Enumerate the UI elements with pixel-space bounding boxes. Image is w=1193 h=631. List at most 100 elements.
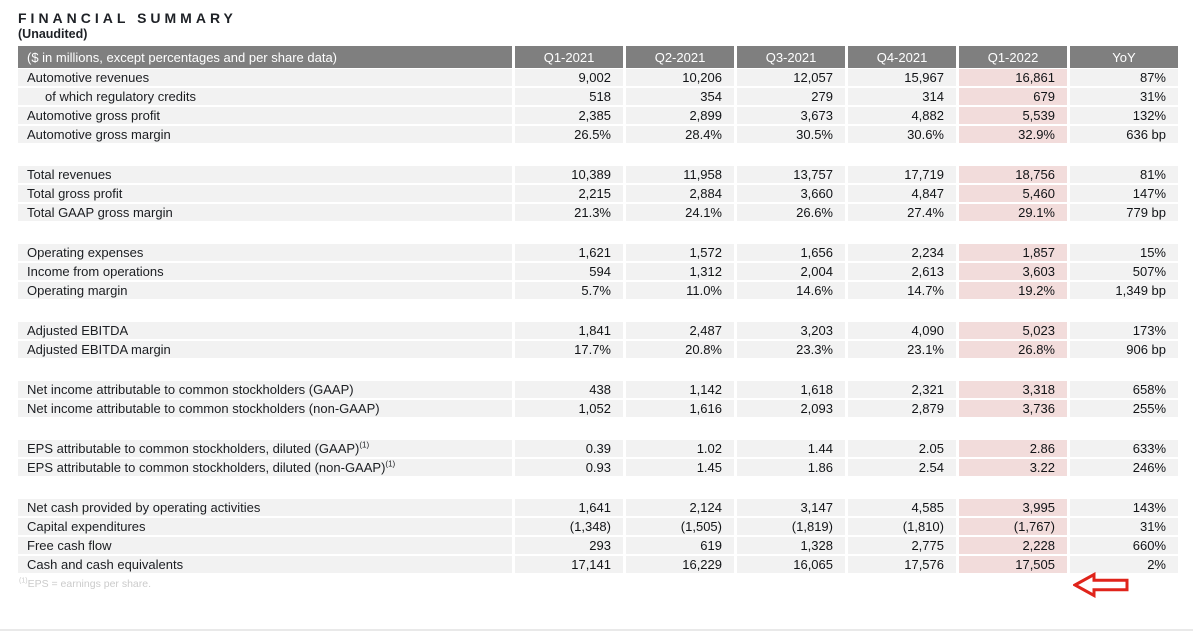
table-cell: 26.8% (956, 341, 1067, 360)
row-label-text: Net income attributable to common stockh… (27, 382, 354, 397)
row-label: Total gross profit (18, 185, 512, 204)
table-cell: 0.93 (512, 459, 623, 478)
row-label-text: of which regulatory credits (45, 89, 197, 104)
table-row: EPS attributable to common stockholders,… (18, 459, 1178, 478)
table-cell: 3,995 (956, 499, 1067, 518)
table-cell: 2,321 (845, 381, 956, 400)
section-gap (18, 223, 1178, 244)
financial-summary-table: ($ in millions, except percentages and p… (18, 46, 1178, 575)
column-header: Q1-2021 (512, 46, 623, 69)
row-label-text: Net cash provided by operating activitie… (27, 500, 261, 515)
table-row: Income from operations 594 1,312 2,004 2,613… (18, 263, 1178, 282)
row-label: EPS attributable to common stockholders,… (18, 459, 512, 478)
table-cell: 2,385 (512, 107, 623, 126)
table-cell: 2,775 (845, 537, 956, 556)
footnote-marker: (1) (385, 459, 396, 469)
table-cell: 2,124 (623, 499, 734, 518)
table-cell: 1,621 (512, 244, 623, 263)
table-cell: 1,616 (623, 400, 734, 419)
table-cell: 1,656 (734, 244, 845, 263)
table-cell: 2,884 (623, 185, 734, 204)
table-cell: 594 (512, 263, 623, 282)
table-row: Net income attributable to common stockh… (18, 381, 1178, 400)
table-cell: 23.1% (845, 341, 956, 360)
row-label-text: Automotive gross profit (27, 108, 160, 123)
column-header: Q1-2022 (956, 46, 1067, 69)
table-cell: 314 (845, 88, 956, 107)
section-gap (18, 419, 1178, 440)
table-cell: 1,841 (512, 322, 623, 341)
table-cell: 23.3% (734, 341, 845, 360)
column-header: Q3-2021 (734, 46, 845, 69)
table-cell: (1,348) (512, 518, 623, 537)
table-cell: 1,641 (512, 499, 623, 518)
table-cell: 16,861 (956, 69, 1067, 88)
footnote: (1)EPS = earnings per share. (18, 578, 1178, 591)
table-cell: 4,090 (845, 322, 956, 341)
table-cell: 1,142 (623, 381, 734, 400)
table-cell: 5,539 (956, 107, 1067, 126)
table-cell: 17,576 (845, 556, 956, 575)
column-header: Q2-2021 (623, 46, 734, 69)
table-cell: 636 bp (1067, 126, 1178, 145)
table-row: Capital expenditures (1,348) (1,505) (1,819… (18, 518, 1178, 537)
table-cell: 2.86 (956, 440, 1067, 459)
row-label-text: Income from operations (27, 264, 164, 279)
table-cell: 10,206 (623, 69, 734, 88)
row-label: Total revenues (18, 166, 512, 185)
table-cell: 15% (1067, 244, 1178, 263)
table-cell: 255% (1067, 400, 1178, 419)
table-cell: 1.86 (734, 459, 845, 478)
page-subtitle: (Unaudited) (18, 27, 88, 41)
table-row: Cash and cash equivalents 17,141 16,229 16,… (18, 556, 1178, 575)
table-header-row: ($ in millions, except percentages and p… (18, 46, 1178, 69)
table-cell: 19.2% (956, 282, 1067, 301)
table-cell: 438 (512, 381, 623, 400)
row-label-text: Operating margin (27, 283, 128, 298)
table-cell: 779 bp (1067, 204, 1178, 223)
row-label-text: Net income attributable to common stockh… (27, 401, 380, 416)
table-cell: 11.0% (623, 282, 734, 301)
table-cell: 354 (623, 88, 734, 107)
table-body: Automotive revenues 9,002 10,206 12,057 15,9… (18, 69, 1178, 575)
table-cell: 1,052 (512, 400, 623, 419)
table-cell: 17,505 (956, 556, 1067, 575)
row-label-text: Cash and cash equivalents (27, 557, 184, 572)
table-cell: 3.22 (956, 459, 1067, 478)
table-cell: 246% (1067, 459, 1178, 478)
table-cell: (1,819) (734, 518, 845, 537)
table-cell: 26.6% (734, 204, 845, 223)
section-gap (18, 301, 1178, 322)
table-row: Total GAAP gross margin 21.3% 24.1% 26.6% 27… (18, 204, 1178, 223)
table-cell: 2.54 (845, 459, 956, 478)
table-cell: 1,312 (623, 263, 734, 282)
table-cell: 293 (512, 537, 623, 556)
table-cell: 3,673 (734, 107, 845, 126)
row-label: Net income attributable to common stockh… (18, 381, 512, 400)
table-cell: 1.02 (623, 440, 734, 459)
table-row: Automotive gross margin 26.5% 28.4% 30.5% 30… (18, 126, 1178, 145)
table-cell: 906 bp (1067, 341, 1178, 360)
table-cell: 13,757 (734, 166, 845, 185)
table-cell: 24.1% (623, 204, 734, 223)
table-header-label: ($ in millions, except percentages and p… (18, 46, 512, 69)
table-cell: 4,847 (845, 185, 956, 204)
table-cell: 14.6% (734, 282, 845, 301)
row-label-text: EPS attributable to common stockholders,… (27, 460, 386, 475)
table-cell: 619 (623, 537, 734, 556)
table-cell: 81% (1067, 166, 1178, 185)
table-cell: 2% (1067, 556, 1178, 575)
table-cell: 2,228 (956, 537, 1067, 556)
row-label: Cash and cash equivalents (18, 556, 512, 575)
table-cell: 279 (734, 88, 845, 107)
row-label: Adjusted EBITDA margin (18, 341, 512, 360)
row-label-text: Total GAAP gross margin (27, 205, 173, 220)
table-row: Free cash flow 293 619 1,328 2,775 2,228 660% (18, 537, 1178, 556)
row-label: Net income attributable to common stockh… (18, 400, 512, 419)
table-row: EPS attributable to common stockholders,… (18, 440, 1178, 459)
table-row: Net income attributable to common stockh… (18, 400, 1178, 419)
table-cell: 3,147 (734, 499, 845, 518)
table-cell: 679 (956, 88, 1067, 107)
table-cell: 3,318 (956, 381, 1067, 400)
footnote-marker: (1) (359, 440, 370, 450)
